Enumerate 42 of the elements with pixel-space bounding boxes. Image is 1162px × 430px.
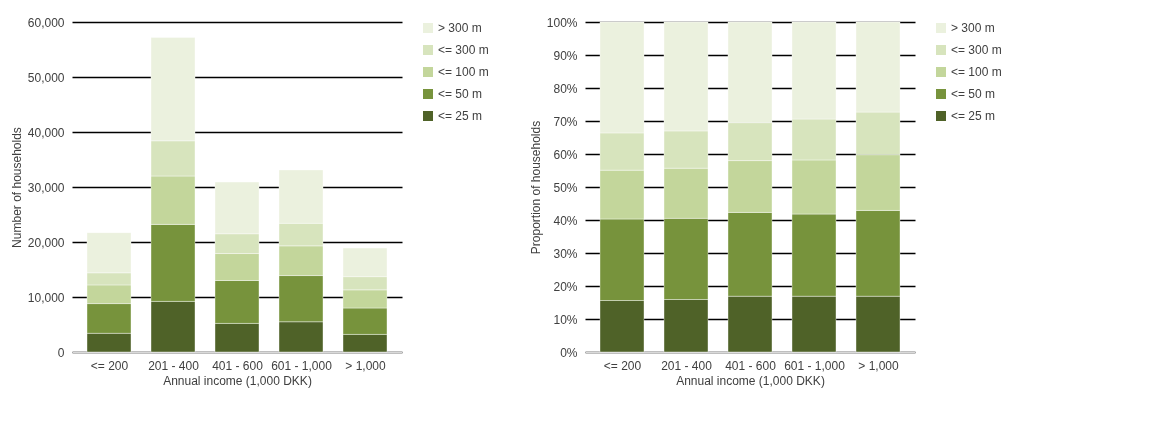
y-tick-label: 40% (553, 213, 578, 228)
x-tick-label: 601 - 1,000 (784, 358, 846, 373)
x-tick-label: 401 - 600 (212, 358, 264, 373)
x-tick-label: 201 - 400 (148, 358, 200, 373)
y-tick-label: 20,000 (27, 235, 65, 250)
y-tick-label: 60,000 (27, 15, 65, 30)
legend-label: <= 100 m (438, 65, 489, 79)
x-axis-title: Annual income (1,000 DKK) (163, 373, 312, 388)
legend-label: <= 50 m (951, 87, 996, 101)
y-tick-label: 70% (553, 114, 578, 129)
y-tick-label: 30,000 (27, 180, 65, 195)
x-axis-title: Annual income (1,000 DKK) (676, 373, 825, 388)
legend-label: <= 50 m (438, 87, 483, 101)
y-axis-title: Number of households (9, 127, 24, 248)
x-tick-label: > 1,000 (345, 358, 387, 373)
x-tick-label: 601 - 1,000 (271, 358, 333, 373)
y-tick-label: 50% (553, 180, 578, 195)
x-tick-label: > 1,000 (858, 358, 900, 373)
legend-label: > 300 m (951, 21, 995, 35)
y-tick-label: 10% (553, 312, 578, 327)
y-tick-label: 80% (553, 81, 578, 96)
x-tick-label: <= 200 (90, 358, 129, 373)
legend-label: <= 300 m (438, 43, 489, 57)
y-tick-label: 0 (57, 345, 65, 360)
x-tick-label: 401 - 600 (725, 358, 777, 373)
legend-label: <= 100 m (951, 65, 1002, 79)
legend-label: <= 25 m (438, 109, 483, 123)
y-tick-label: 20% (553, 279, 578, 294)
y-tick-label: 30% (553, 246, 578, 261)
y-tick-label: 10,000 (27, 290, 65, 305)
x-tick-label: <= 200 (603, 358, 642, 373)
y-tick-label: 0% (560, 345, 578, 360)
x-tick-label: 201 - 400 (661, 358, 713, 373)
legend-label: > 300 m (438, 21, 482, 35)
y-tick-label: 100% (546, 15, 578, 30)
y-axis-title: Proportion of households (528, 120, 543, 255)
y-tick-label: 60% (553, 147, 578, 162)
legend-label: <= 300 m (951, 43, 1002, 57)
legend-label: <= 25 m (951, 109, 996, 123)
y-tick-label: 40,000 (27, 125, 65, 140)
y-tick-label: 50,000 (27, 70, 65, 85)
y-tick-label: 90% (553, 48, 578, 63)
